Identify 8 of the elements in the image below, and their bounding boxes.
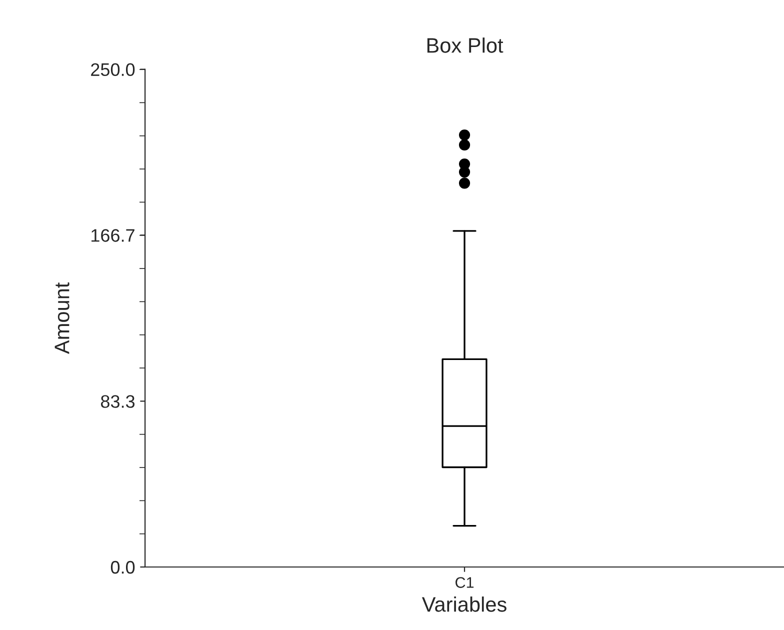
y-axis-title: Amount [54,282,70,354]
x-tick-label: C1 [456,577,474,588]
y-tick-label: 0.0 [110,560,135,574]
y-tick-label: 250.0 [91,63,135,76]
y-tick-label: 83.3 [100,395,135,408]
y-tick-label: 166.7 [92,229,134,242]
x-axis-title: Variables [422,596,506,612]
chart-title: Box Plot [427,38,504,53]
